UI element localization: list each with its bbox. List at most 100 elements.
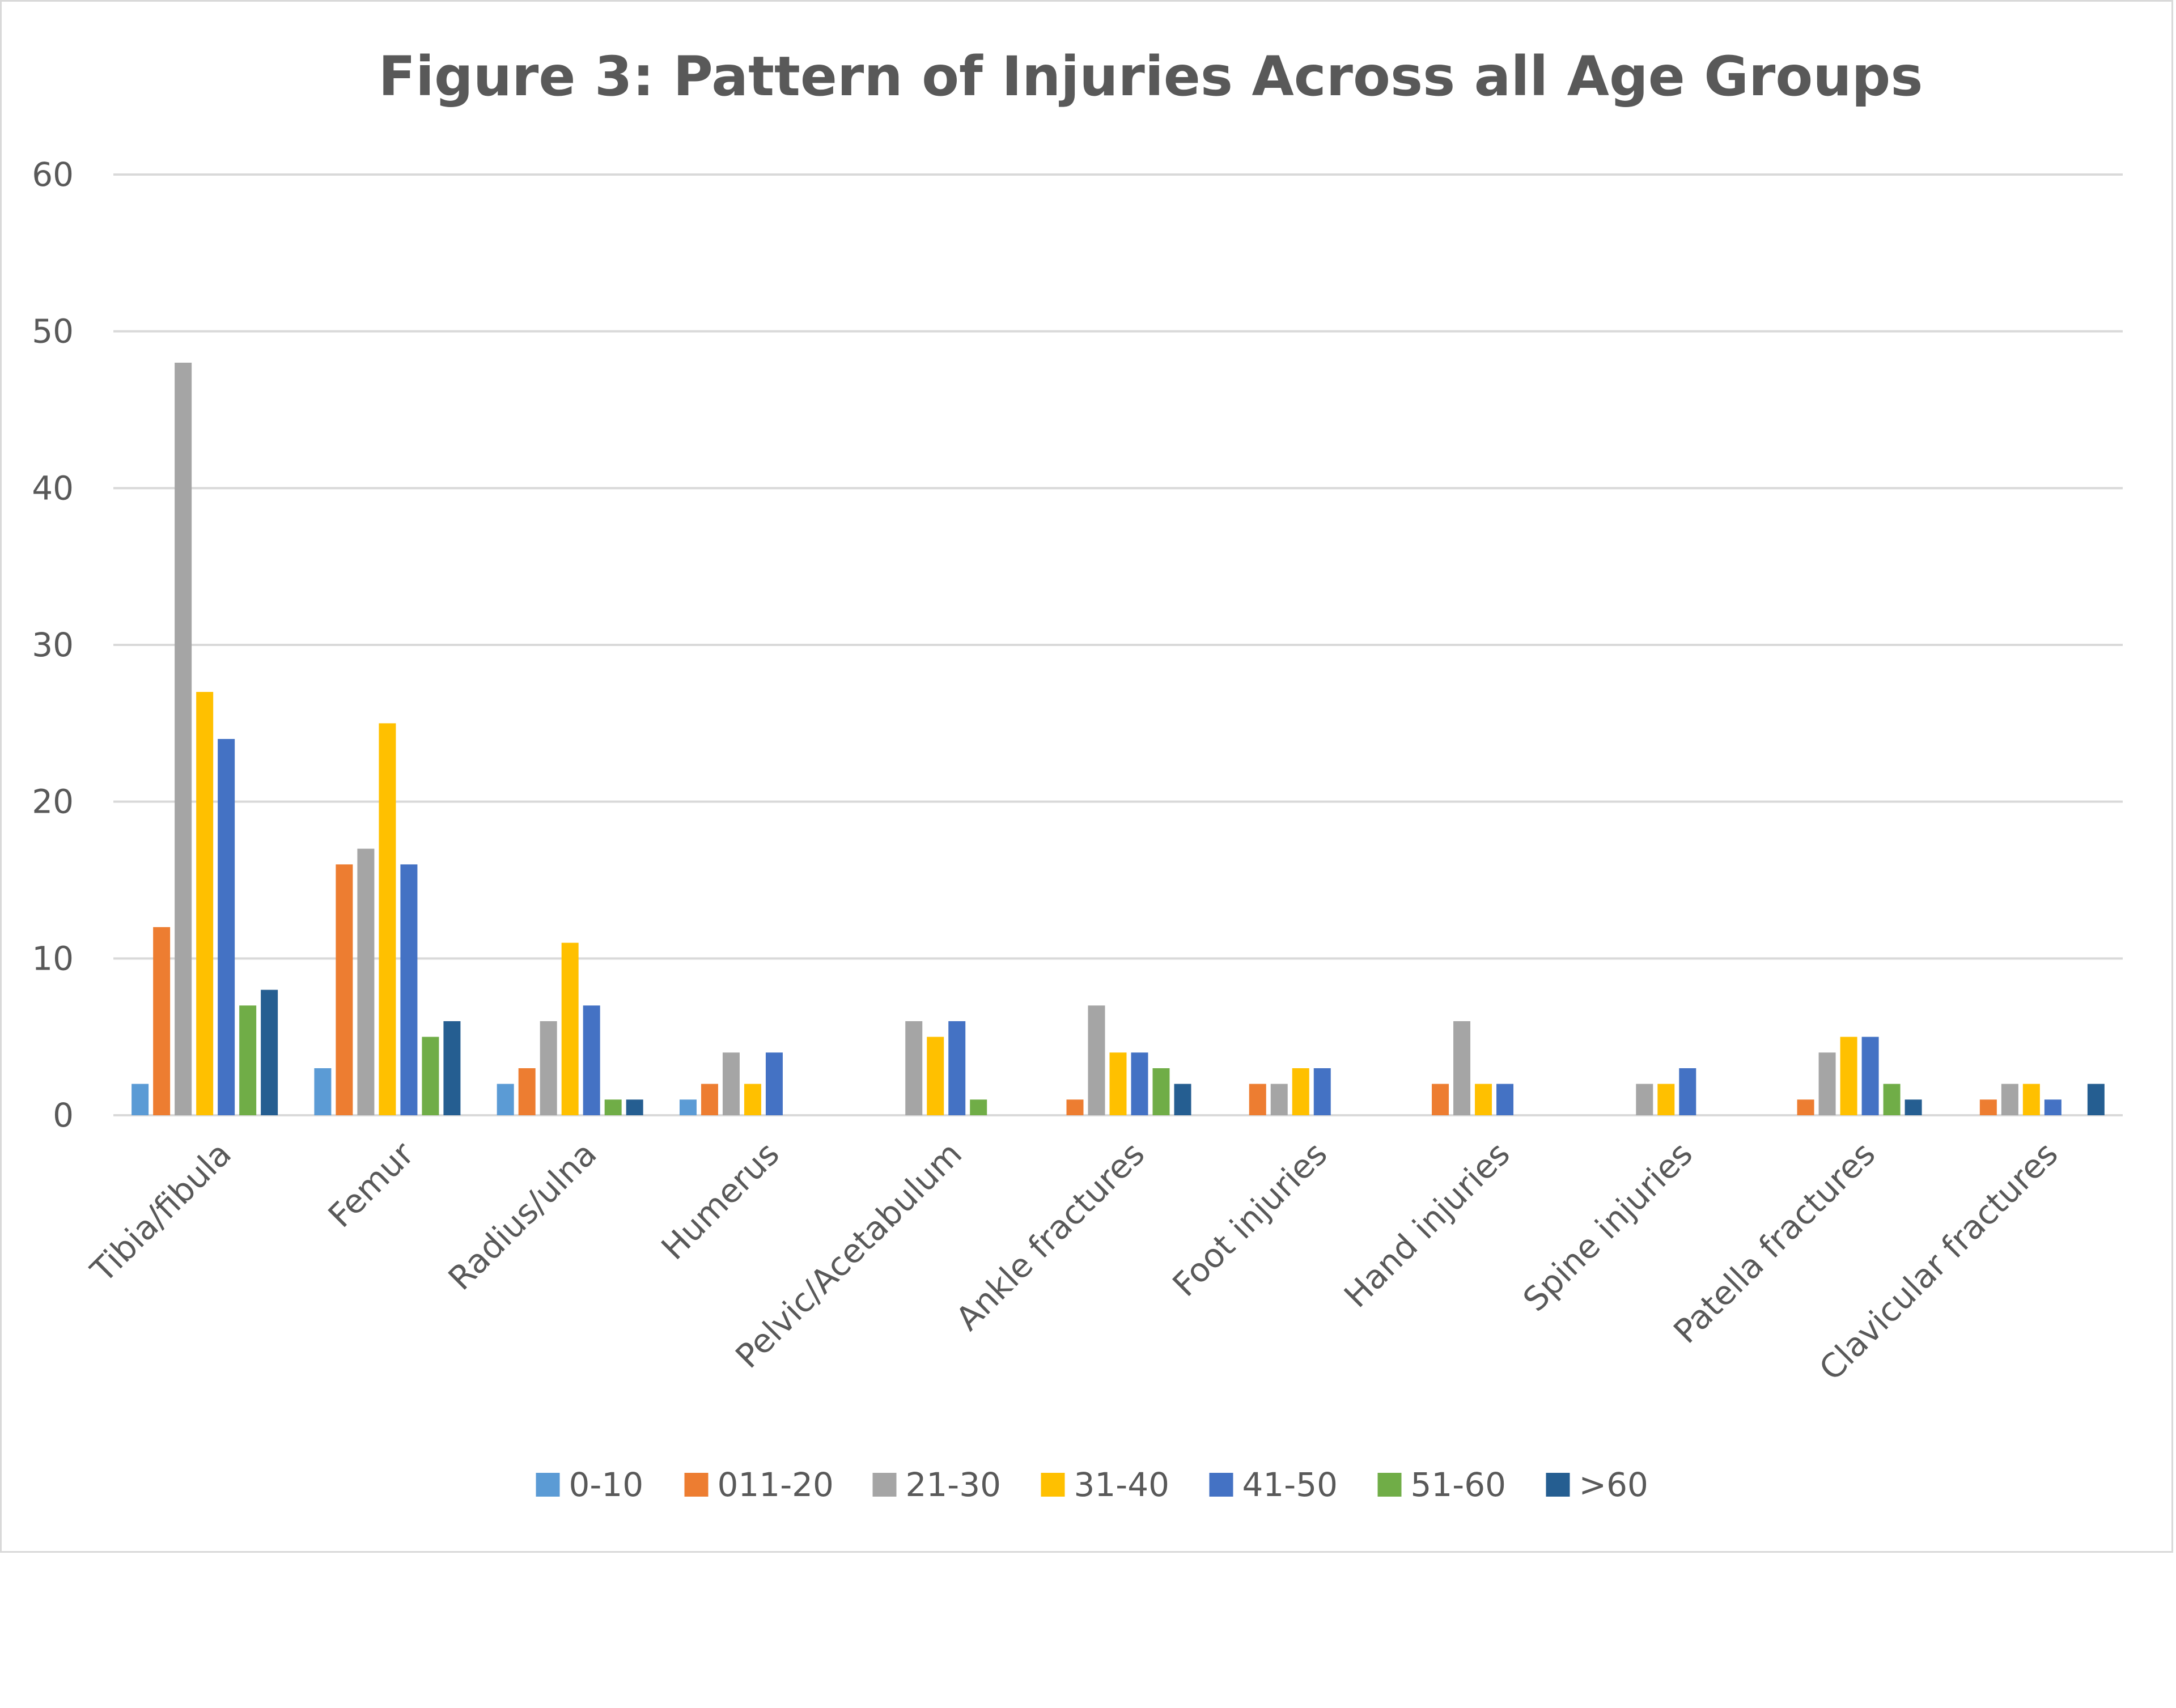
bar: [336, 864, 353, 1115]
bar: [1249, 1084, 1266, 1115]
category-label: Ankle fractures: [948, 1135, 1152, 1338]
legend-label: 41-50: [1242, 1465, 1338, 1504]
bar: [1861, 1036, 1879, 1115]
legend-item: >60: [1546, 1465, 1648, 1504]
bar: [1109, 1052, 1127, 1115]
bar: [379, 723, 396, 1115]
legend-label: 51-60: [1411, 1465, 1507, 1504]
legend-swatch: [1209, 1473, 1233, 1497]
bar: [1840, 1036, 1857, 1115]
bar: [679, 1099, 697, 1115]
chart-frame: [0, 0, 2173, 1553]
legend-item: 51-60: [1377, 1465, 1507, 1504]
bar: [561, 942, 579, 1115]
bar: [314, 1068, 332, 1115]
legend-swatch: [1377, 1473, 1402, 1497]
legend-item: 21-30: [872, 1465, 1002, 1504]
bar: [1432, 1084, 1449, 1115]
legend-item: 011-20: [684, 1465, 834, 1504]
bar: [1657, 1084, 1675, 1115]
bar: [722, 1052, 740, 1115]
category-label: Radius/ulna: [441, 1135, 604, 1298]
bar: [196, 692, 214, 1115]
bar: [540, 1021, 557, 1115]
bar: [626, 1099, 643, 1115]
legend-item: 41-50: [1209, 1465, 1338, 1504]
x-axis-labels: Tibia/fibula Femur Radius/ulna HumerusPelvi…: [83, 1135, 2065, 1388]
y-tick-label: 30: [32, 626, 74, 664]
legend-swatch: [536, 1473, 560, 1497]
category-label: Spine injuries: [1516, 1135, 1700, 1319]
bar: [1679, 1068, 1696, 1115]
bar: [1883, 1084, 1901, 1115]
bar: [518, 1068, 536, 1115]
bar: [175, 363, 192, 1115]
bar: [1818, 1052, 1836, 1115]
category-label: Patella fractures: [1666, 1135, 1882, 1351]
category-label: Hand injuries: [1337, 1135, 1517, 1315]
y-tick-label: 40: [32, 469, 74, 507]
y-axis-ticks: 0 10 20 30 40 50 60: [32, 155, 74, 1135]
bar: [400, 864, 418, 1115]
legend: 0-10 011-20 21-30 31-40 41-50 51-60 >60: [536, 1465, 1648, 1504]
bars: [132, 363, 2105, 1115]
bar: [2001, 1084, 2018, 1115]
bar: [1131, 1052, 1148, 1115]
bar: [583, 1005, 600, 1115]
bar: [1066, 1099, 1084, 1115]
legend-item: 0-10: [536, 1465, 644, 1504]
bar: [1475, 1084, 1492, 1115]
legend-swatch: [684, 1473, 709, 1497]
bar: [2087, 1084, 2105, 1115]
y-tick-label: 60: [32, 155, 74, 194]
bar: [443, 1021, 461, 1115]
y-tick-label: 20: [32, 783, 74, 821]
legend-label: 31-40: [1074, 1465, 1170, 1504]
bar: [765, 1052, 783, 1115]
bar: [1152, 1068, 1170, 1115]
y-tick-label: 0: [53, 1096, 74, 1135]
bar: [744, 1084, 761, 1115]
bar: [1496, 1084, 1514, 1115]
bar: [1797, 1099, 1814, 1115]
legend-label: 011-20: [718, 1465, 834, 1504]
bar: [1292, 1068, 1309, 1115]
legend-swatch: [872, 1473, 897, 1497]
chart-title: Figure 3: Pattern of Injuries Across all…: [378, 45, 1923, 108]
bar: [422, 1036, 439, 1115]
bar: [927, 1036, 944, 1115]
legend-swatch: [1041, 1473, 1065, 1497]
bar: [701, 1084, 718, 1115]
bar: [2022, 1084, 2040, 1115]
legend-label: 21-30: [906, 1465, 1002, 1504]
bar: [1088, 1005, 1105, 1115]
bar: [239, 1005, 257, 1115]
bar: [604, 1099, 622, 1115]
bar: [2044, 1099, 2062, 1115]
bar: [357, 848, 375, 1115]
bar: [1270, 1084, 1288, 1115]
category-label: Humerus: [654, 1135, 787, 1267]
bar: [1174, 1084, 1191, 1115]
bar: [1313, 1068, 1331, 1115]
bar: [218, 739, 235, 1115]
bar: [970, 1099, 987, 1115]
legend-item: 31-40: [1041, 1465, 1170, 1504]
bar: [1453, 1021, 1471, 1115]
bar: [497, 1084, 514, 1115]
bar: [905, 1021, 923, 1115]
category-label: Foot injuries: [1165, 1135, 1335, 1304]
y-tick-label: 10: [32, 939, 74, 978]
legend-label: 0-10: [569, 1465, 644, 1504]
category-label: Tibia/fibula: [83, 1135, 239, 1290]
category-label: Femur: [321, 1135, 422, 1235]
bar: [132, 1084, 149, 1115]
bar: [948, 1021, 966, 1115]
bar: [1904, 1099, 1922, 1115]
bar: [153, 927, 171, 1115]
bar: [261, 989, 278, 1115]
bar: [1979, 1099, 1997, 1115]
legend-swatch: [1546, 1473, 1570, 1497]
y-tick-label: 50: [32, 312, 74, 351]
